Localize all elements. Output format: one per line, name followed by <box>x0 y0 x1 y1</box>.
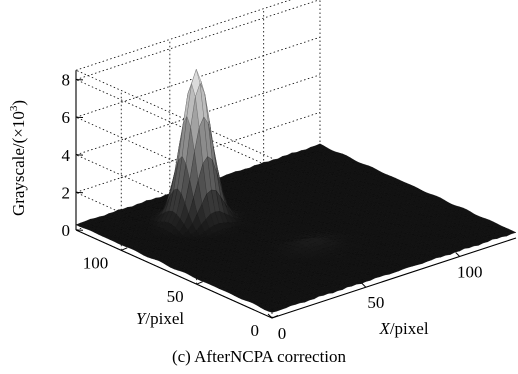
x-axis-line <box>271 237 517 319</box>
surface-mesh <box>75 68 517 313</box>
z-axis-label: Grayscale/(×103) <box>8 100 28 216</box>
x-tick <box>361 282 367 288</box>
x-tick-label: 100 <box>457 262 483 281</box>
z-tick-label: 2 <box>62 183 71 202</box>
y-axis-label: Y/pixel <box>136 309 184 328</box>
x-tick-label: 50 <box>367 293 384 312</box>
x-tick <box>455 252 461 257</box>
z-tick-label: 8 <box>62 71 71 90</box>
y-tick-label: 100 <box>83 253 109 272</box>
surface-cell <box>507 230 517 235</box>
z-tick-label: 6 <box>62 108 71 127</box>
axes: 0 2 4 6 8 0 50 100 0 50 100 <box>62 70 517 343</box>
x-axis-label: X/pixel <box>378 319 428 338</box>
y-axis-line <box>75 229 273 319</box>
z-tick-label: 0 <box>62 221 71 240</box>
grid-line <box>75 0 292 71</box>
x-tick-label: 0 <box>278 324 287 343</box>
x-tick <box>267 313 273 319</box>
y-tick-label: 0 <box>251 321 260 340</box>
y-tick <box>196 281 203 285</box>
grid-line <box>75 0 321 80</box>
z-tick-label: 4 <box>62 146 71 165</box>
y-tick <box>121 247 128 251</box>
chart-caption: (c) AfterNCPA correction <box>172 347 347 366</box>
y-tick-label: 50 <box>167 287 184 306</box>
grid-line <box>75 69 273 159</box>
y-tick <box>271 315 279 319</box>
grid-line <box>75 79 273 168</box>
